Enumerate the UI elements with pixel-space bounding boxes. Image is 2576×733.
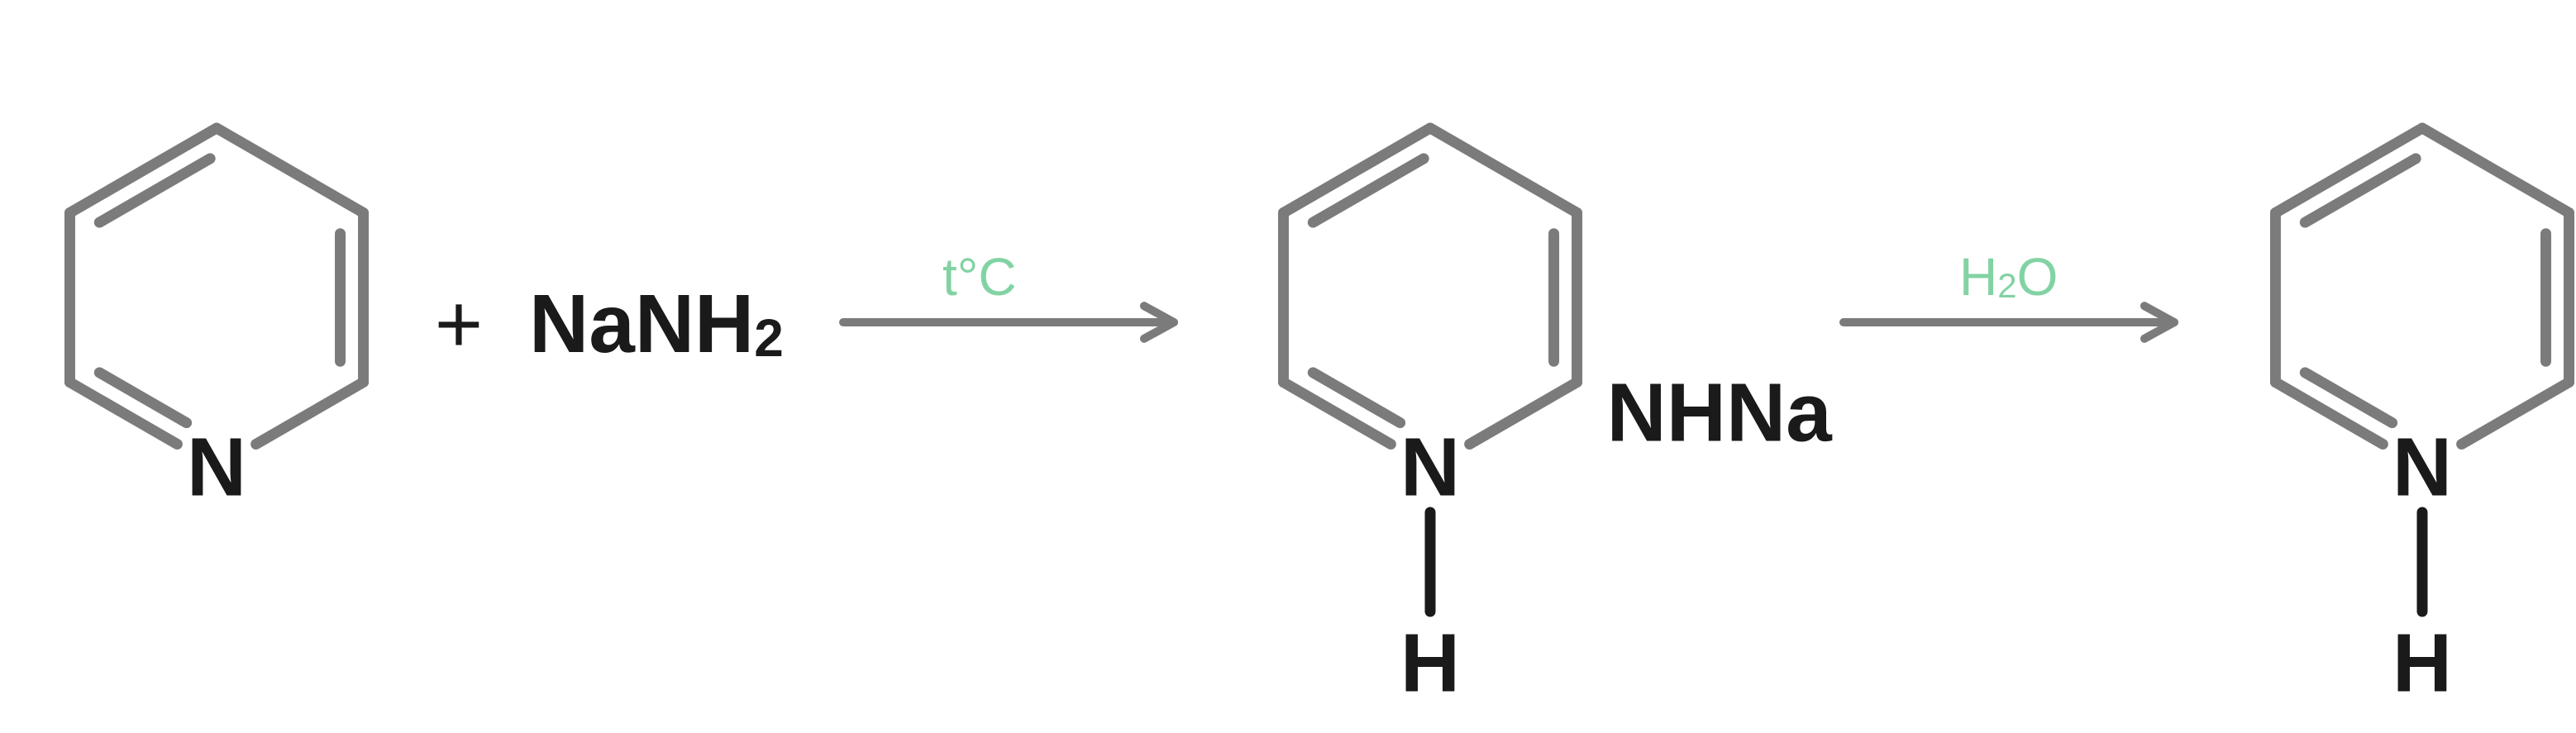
reactant-pyridine: N <box>69 128 363 513</box>
ring-nitrogen-label: N <box>2392 421 2452 513</box>
reagent-label: NaNH2 <box>529 278 784 370</box>
reaction-group: N+NaNH2t°CNHNHNaH2ONHNH2 <box>69 128 2576 709</box>
reaction-diagram: N+NaNH2t°CNHNHNaH2ONHNH2 <box>0 0 2576 733</box>
nh-hydrogen-label: H <box>2392 616 2452 709</box>
product-aminopyridine: NHNH2 <box>2275 128 2576 709</box>
ring-nitrogen-label: N <box>1400 421 1460 513</box>
reaction-arrow-1: t°C <box>843 247 1174 339</box>
plus-sign: + <box>435 278 483 370</box>
arrow-condition-label: t°C <box>942 247 1017 307</box>
ring-nitrogen-label: N <box>187 421 246 513</box>
substituent-label: NHNa <box>1607 367 1834 459</box>
nh-hydrogen-label: H <box>1400 616 1460 709</box>
intermediate: N H NHNa <box>1283 128 1833 709</box>
reaction-arrow-2: H2O <box>1844 247 2174 339</box>
arrow-condition-label: H2O <box>1959 247 2058 307</box>
